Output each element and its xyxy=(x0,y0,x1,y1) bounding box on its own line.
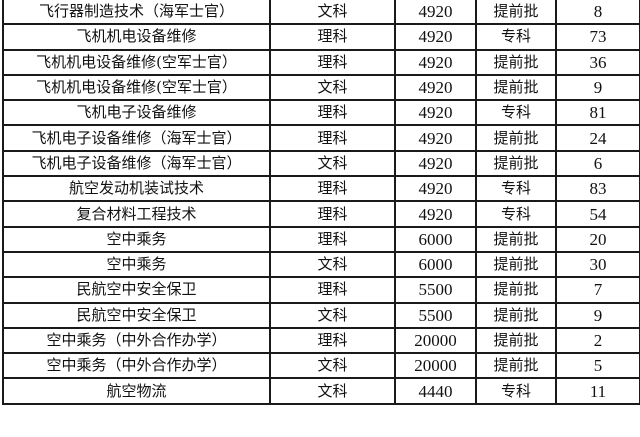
tuition-cell: 5500 xyxy=(394,301,477,329)
batch-cell: 专科 xyxy=(475,377,557,405)
quota-cell: 2 xyxy=(555,326,640,355)
quota-cell: 24 xyxy=(555,124,640,152)
table-row: 空中乘务 文科 6000 提前批 30 xyxy=(2,250,640,279)
major-cell: 复合材料工程技术 xyxy=(2,200,271,228)
table-row: 飞机电子设备维修 理科 4920 专科 81 xyxy=(2,99,640,127)
batch-cell: 专科 xyxy=(475,23,557,51)
tuition-cell: 4440 xyxy=(394,377,477,405)
batch-cell: 提前批 xyxy=(475,326,557,355)
table-row: 空中乘务（中外合作办学） 理科 20000 提前批 2 xyxy=(2,326,640,355)
category-cell: 文科 xyxy=(269,352,396,380)
table-row: 航空物流 文科 4440 专科 11 xyxy=(2,377,640,405)
category-cell: 理科 xyxy=(269,225,396,253)
quota-cell: 83 xyxy=(555,175,640,203)
batch-cell: 提前批 xyxy=(475,149,557,178)
category-cell: 理科 xyxy=(269,326,396,355)
tuition-cell: 4920 xyxy=(394,48,477,76)
batch-cell: 专科 xyxy=(475,99,557,127)
table-row: 民航空中安全保卫 文科 5500 提前批 9 xyxy=(2,301,640,329)
category-cell: 文科 xyxy=(269,73,396,102)
major-cell: 飞机电子设备维修 xyxy=(2,99,271,127)
category-cell: 理科 xyxy=(269,124,396,152)
major-cell: 民航空中安全保卫 xyxy=(2,276,271,304)
quota-cell: 8 xyxy=(555,0,640,26)
tuition-cell: 4920 xyxy=(394,23,477,51)
quota-cell: 9 xyxy=(555,301,640,329)
tuition-cell: 4920 xyxy=(394,73,477,102)
category-cell: 文科 xyxy=(269,301,396,329)
table-row: 空中乘务（中外合作办学） 文科 20000 提前批 5 xyxy=(2,352,640,380)
quota-cell: 11 xyxy=(555,377,640,405)
table-row: 飞机电子设备维修（海军士官） 理科 4920 提前批 24 xyxy=(2,124,640,152)
major-cell: 空中乘务（中外合作办学） xyxy=(2,326,271,355)
category-cell: 理科 xyxy=(269,99,396,127)
major-cell: 空中乘务（中外合作办学） xyxy=(2,352,271,380)
major-cell: 飞行器制造技术（海军士官） xyxy=(2,0,271,26)
batch-cell: 提前批 xyxy=(475,352,557,380)
category-cell: 理科 xyxy=(269,48,396,76)
quota-cell: 54 xyxy=(555,200,640,228)
batch-cell: 提前批 xyxy=(475,0,557,26)
category-cell: 文科 xyxy=(269,377,396,405)
quota-cell: 5 xyxy=(555,352,640,380)
batch-cell: 提前批 xyxy=(475,124,557,152)
major-cell: 飞机机电设备维修(空军士官） xyxy=(2,73,271,102)
quota-cell: 6 xyxy=(555,149,640,178)
table-row: 空中乘务 理科 6000 提前批 20 xyxy=(2,225,640,253)
tuition-cell: 20000 xyxy=(394,352,477,380)
major-cell: 航空物流 xyxy=(2,377,271,405)
quota-cell: 36 xyxy=(555,48,640,76)
table-row: 复合材料工程技术 理科 4920 专科 54 xyxy=(2,200,640,228)
major-cell: 空中乘务 xyxy=(2,225,271,253)
tuition-cell: 4920 xyxy=(394,175,477,203)
tuition-cell: 20000 xyxy=(394,326,477,355)
quota-cell: 73 xyxy=(555,23,640,51)
table-row: 民航空中安全保卫 理科 5500 提前批 7 xyxy=(2,276,640,304)
tuition-cell: 6000 xyxy=(394,225,477,253)
major-cell: 空中乘务 xyxy=(2,250,271,279)
batch-cell: 提前批 xyxy=(475,276,557,304)
category-cell: 理科 xyxy=(269,200,396,228)
category-cell: 文科 xyxy=(269,250,396,279)
tuition-cell: 4920 xyxy=(394,99,477,127)
major-cell: 航空发动机装试技术 xyxy=(2,175,271,203)
major-cell: 飞机机电设备维修 xyxy=(2,23,271,51)
quota-cell: 81 xyxy=(555,99,640,127)
enrollment-table: 飞行器制造技术（海军士官） 文科 4920 提前批 8 飞机机电设备维修 理科 4920 专科 7… xyxy=(2,0,640,405)
tuition-cell: 4920 xyxy=(394,124,477,152)
category-cell: 理科 xyxy=(269,23,396,51)
batch-cell: 提前批 xyxy=(475,48,557,76)
table-row: 飞行器制造技术（海军士官） 文科 4920 提前批 8 xyxy=(2,0,640,26)
tuition-cell: 4920 xyxy=(394,149,477,178)
table-row: 飞机机电设备维修(空军士官） 文科 4920 提前批 9 xyxy=(2,73,640,102)
batch-cell: 专科 xyxy=(475,200,557,228)
batch-cell: 提前批 xyxy=(475,225,557,253)
major-cell: 飞机机电设备维修(空军士官） xyxy=(2,48,271,76)
batch-cell: 专科 xyxy=(475,175,557,203)
tuition-cell: 4920 xyxy=(394,0,477,26)
tuition-cell: 5500 xyxy=(394,276,477,304)
quota-cell: 9 xyxy=(555,73,640,102)
table-row: 飞机电子设备维修（海军士官） 文科 4920 提前批 6 xyxy=(2,149,640,178)
category-cell: 文科 xyxy=(269,149,396,178)
table-row: 航空发动机装试技术 理科 4920 专科 83 xyxy=(2,175,640,203)
major-cell: 飞机电子设备维修（海军士官） xyxy=(2,124,271,152)
tuition-cell: 6000 xyxy=(394,250,477,279)
batch-cell: 提前批 xyxy=(475,73,557,102)
tuition-cell: 4920 xyxy=(394,200,477,228)
quota-cell: 30 xyxy=(555,250,640,279)
table-row: 飞机机电设备维修 理科 4920 专科 73 xyxy=(2,23,640,51)
category-cell: 文科 xyxy=(269,0,396,26)
batch-cell: 提前批 xyxy=(475,250,557,279)
category-cell: 理科 xyxy=(269,276,396,304)
batch-cell: 提前批 xyxy=(475,301,557,329)
category-cell: 理科 xyxy=(269,175,396,203)
quota-cell: 20 xyxy=(555,225,640,253)
major-cell: 飞机电子设备维修（海军士官） xyxy=(2,149,271,178)
quota-cell: 7 xyxy=(555,276,640,304)
table-row: 飞机机电设备维修(空军士官） 理科 4920 提前批 36 xyxy=(2,48,640,76)
major-cell: 民航空中安全保卫 xyxy=(2,301,271,329)
